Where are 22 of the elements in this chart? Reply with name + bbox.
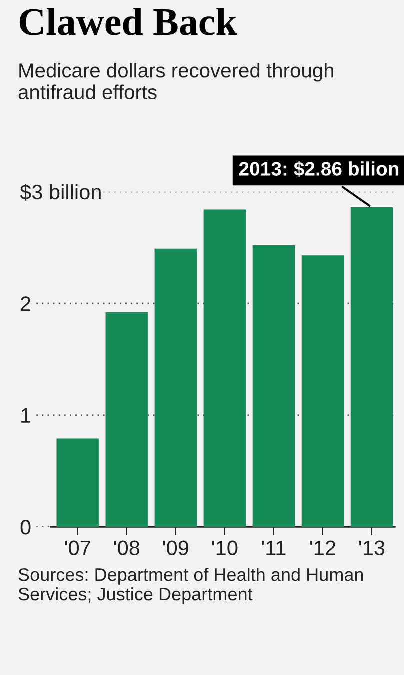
source-note: Sources: Department of Health and Human Services; Justice Department xyxy=(18,568,364,604)
x-tick-label: '07 xyxy=(65,540,90,556)
x-tick-label: '13 xyxy=(359,540,385,556)
bar xyxy=(302,256,344,527)
bar xyxy=(350,208,394,527)
chart-subtitle: Medicare dollars recovered through antifraud efforts xyxy=(18,63,334,100)
x-tick-label: '09 xyxy=(163,540,188,556)
bar xyxy=(154,248,197,527)
chart-title: Clawed Back xyxy=(20,8,238,36)
y-tick-label: 1 xyxy=(22,408,31,423)
y-tick-label: $3 billion xyxy=(20,184,101,201)
x-tick-label: '08 xyxy=(114,540,140,556)
annotation: 2013: $2.86 bilion xyxy=(239,161,399,178)
y-tick-label: 0 xyxy=(20,520,31,535)
x-tick-label: '10 xyxy=(212,540,238,556)
bar xyxy=(204,210,246,527)
x-tick-label: '12 xyxy=(310,540,336,556)
y-tick-label: 2 xyxy=(21,296,31,312)
bar xyxy=(56,438,99,527)
bar xyxy=(106,312,148,527)
bar xyxy=(252,246,295,527)
x-tick-label: '11 xyxy=(262,540,286,556)
